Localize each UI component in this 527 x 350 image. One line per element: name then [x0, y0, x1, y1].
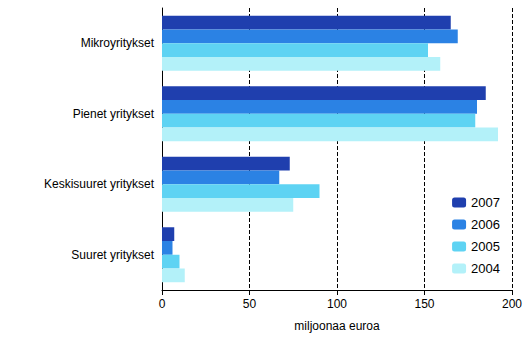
svg-text:Pienet yritykset: Pienet yritykset — [73, 107, 155, 121]
svg-text:0: 0 — [159, 297, 166, 311]
svg-text:miljoonaa euroa: miljoonaa euroa — [294, 319, 380, 333]
svg-text:200: 200 — [502, 297, 522, 311]
svg-text:Suuret yritykset: Suuret yritykset — [71, 248, 154, 262]
svg-text:2007: 2007 — [471, 195, 500, 210]
svg-text:Keskisuuret yritykset: Keskisuuret yritykset — [44, 177, 155, 191]
svg-text:2005: 2005 — [471, 239, 500, 254]
svg-text:150: 150 — [414, 297, 434, 311]
svg-text:50: 50 — [243, 297, 257, 311]
svg-text:Mikroyritykset: Mikroyritykset — [81, 36, 155, 50]
svg-text:2006: 2006 — [471, 217, 500, 232]
svg-text:2004: 2004 — [471, 261, 500, 276]
svg-text:100: 100 — [327, 297, 347, 311]
